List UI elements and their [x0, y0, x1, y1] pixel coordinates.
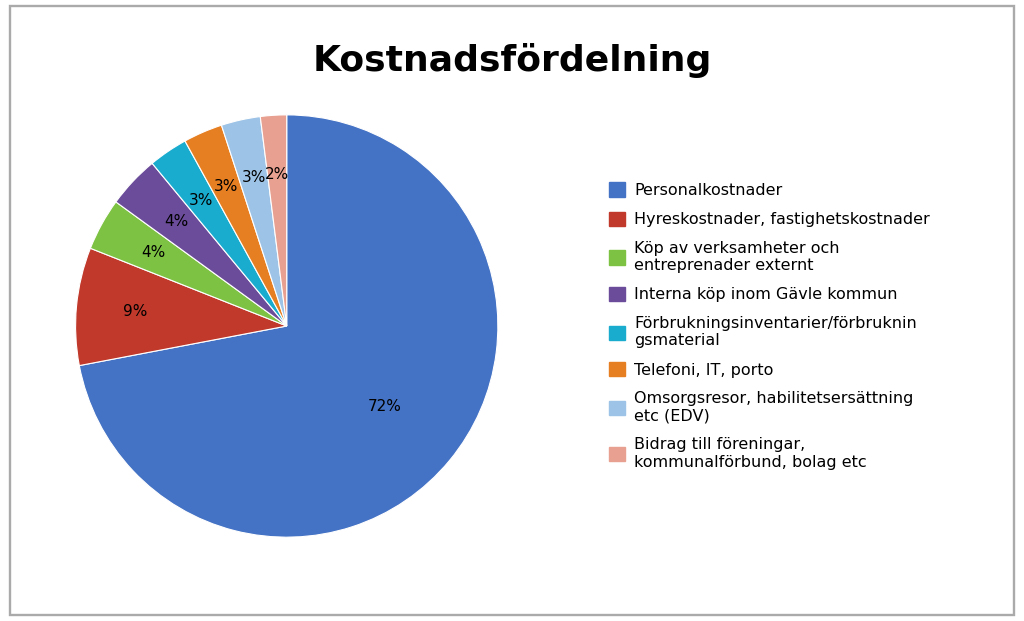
Text: 3%: 3%: [242, 170, 266, 185]
Text: 9%: 9%: [123, 304, 147, 319]
Wedge shape: [90, 202, 287, 326]
Wedge shape: [221, 117, 287, 326]
Wedge shape: [76, 248, 287, 366]
Text: 3%: 3%: [189, 193, 213, 208]
Legend: Personalkostnader, Hyreskostnader, fastighetskostnader, Köp av verksamheter och
: Personalkostnader, Hyreskostnader, fasti…: [601, 175, 938, 478]
Text: 4%: 4%: [141, 245, 166, 260]
Text: 4%: 4%: [164, 214, 188, 230]
Wedge shape: [260, 115, 287, 326]
Wedge shape: [185, 125, 287, 326]
Wedge shape: [116, 163, 287, 326]
Text: 2%: 2%: [265, 167, 290, 182]
Wedge shape: [79, 115, 498, 537]
Text: 3%: 3%: [214, 179, 239, 194]
Wedge shape: [153, 141, 287, 326]
Text: 72%: 72%: [368, 399, 401, 414]
Text: Kostnadsfördelning: Kostnadsfördelning: [312, 43, 712, 78]
